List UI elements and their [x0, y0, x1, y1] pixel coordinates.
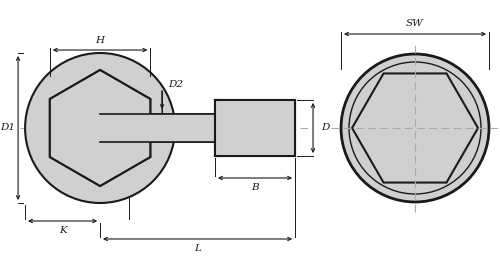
Text: B: B [251, 184, 259, 193]
Polygon shape [352, 73, 478, 183]
Text: D1: D1 [0, 123, 16, 133]
Text: L: L [194, 244, 201, 253]
Text: SW: SW [406, 18, 424, 27]
Polygon shape [100, 114, 265, 142]
Polygon shape [50, 70, 150, 186]
Polygon shape [100, 114, 265, 142]
Polygon shape [215, 100, 295, 156]
Text: K: K [58, 227, 66, 236]
Text: D: D [321, 123, 329, 133]
Circle shape [25, 53, 175, 203]
Text: H: H [96, 36, 104, 45]
Polygon shape [215, 100, 295, 156]
Text: D2: D2 [168, 80, 183, 89]
Circle shape [341, 54, 489, 202]
Polygon shape [50, 70, 150, 186]
